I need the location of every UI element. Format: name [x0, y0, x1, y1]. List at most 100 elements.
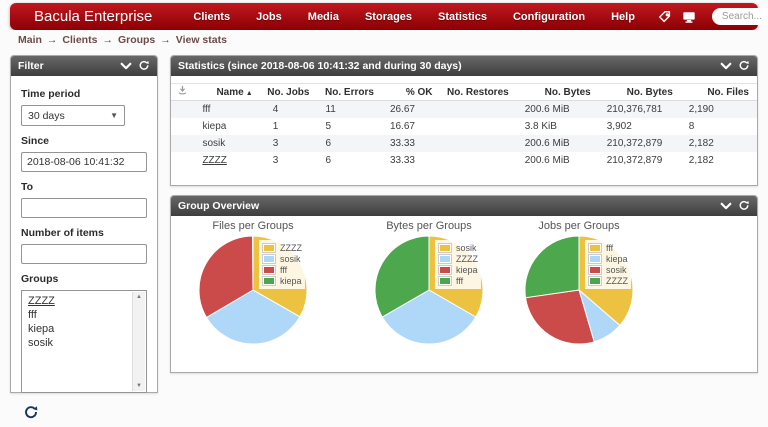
- nav-item-storages[interactable]: Storages: [364, 10, 413, 23]
- groups-option-sosik[interactable]: sosik: [28, 337, 54, 349]
- group-overview-panel-header: Group Overview: [171, 196, 757, 216]
- nav-item-statistics[interactable]: Statistics: [438, 10, 487, 23]
- legend-label: ZZZZ: [606, 276, 628, 286]
- cell-no-bytes-kiepa: 3,902: [606, 120, 632, 132]
- row-icon-cell: [171, 100, 195, 118]
- groups-option-kiepa[interactable]: kiepa: [28, 323, 55, 335]
- legend-color-swatch: [588, 265, 602, 275]
- cell-no-bytes-fff: 200.6 MiB: [516, 100, 599, 118]
- pie-chart-bytes-per-groups: Bytes per Groups sosik ZZZZ kiepa fff: [347, 220, 511, 370]
- pie-slice-sosik: [205, 289, 301, 345]
- legend-label: fff: [456, 276, 464, 286]
- row-icon-cell: [171, 134, 195, 152]
- nav-item-help[interactable]: Help: [611, 10, 635, 23]
- refresh-icon[interactable]: [138, 60, 150, 72]
- chevron-down-icon[interactable]: [120, 60, 132, 72]
- legend-color-swatch: [438, 243, 452, 253]
- nav-item-clients[interactable]: Clients: [193, 10, 231, 23]
- row-icon-cell: [171, 152, 194, 169]
- legend-item-kiepa: kiepa: [588, 254, 628, 264]
- cell-ok-sosik: 33.33: [381, 134, 441, 152]
- column-header-ok[interactable]: % OK: [381, 83, 441, 101]
- group-name-link[interactable]: kiepa: [202, 120, 227, 132]
- to-label: To: [21, 181, 34, 193]
- legend-label: kiepa: [456, 265, 478, 275]
- cell-no-bytes-zzzz: 200.6 MiB: [524, 154, 570, 166]
- number-of-items-input[interactable]: [21, 244, 147, 264]
- scroll-up-icon[interactable]: ▲: [136, 294, 142, 300]
- column-header-no-restores[interactable]: No. Restores: [440, 83, 517, 101]
- breadcrumb-item-main[interactable]: Main: [18, 33, 42, 46]
- column-header-no-files[interactable]: No. Files: [680, 83, 757, 101]
- to-input[interactable]: [21, 198, 147, 218]
- time-period-value: 30 days: [28, 109, 65, 122]
- time-period-select[interactable]: 30 days ▼: [21, 105, 125, 126]
- filter-panel: Filter Time period 30 days ▼ Since To Nu…: [10, 55, 158, 419]
- legend-color-swatch: [262, 254, 276, 264]
- table-row-sosik: sosik 3 6 33.33 200.6 MiB 210,372,879 2,182: [171, 134, 757, 152]
- monitor-icon[interactable]: [682, 10, 696, 24]
- row-icon-cell: [171, 118, 194, 135]
- search-input[interactable]: [711, 8, 768, 25]
- legend-label: ZZZZ: [280, 243, 302, 253]
- legend-item-fff: fff: [438, 276, 478, 286]
- tag-icon[interactable]: [658, 10, 672, 24]
- cell-no-errors-sosik: 6: [317, 134, 382, 152]
- groups-option-fff[interactable]: fff: [28, 309, 37, 321]
- legend-label: ZZZZ: [456, 254, 478, 264]
- column-header-no-jobs[interactable]: No. Jobs: [264, 83, 318, 101]
- refresh-icon[interactable]: [738, 60, 750, 72]
- pie-slice-zzzz: [524, 235, 580, 299]
- brand-logo[interactable]: Bacula Enterprise: [34, 8, 153, 25]
- legend-label: kiepa: [606, 254, 628, 264]
- groups-listbox[interactable]: ▲ ▼ ZZZZ fff kiepa sosik: [21, 290, 147, 393]
- top-navbar: Bacula Enterprise Clients Jobs Media Storag…: [10, 3, 768, 30]
- chevron-down-icon[interactable]: [720, 200, 732, 212]
- scroll-down-icon[interactable]: ▼: [136, 383, 142, 389]
- pie-slice-fff: [198, 235, 254, 319]
- main-menu: Clients Jobs Media Storages Statistics Config…: [180, 3, 648, 30]
- group-name-link[interactable]: sosik: [194, 134, 265, 152]
- legend-color-swatch: [438, 265, 452, 275]
- cell-no-jobs-fff: 4: [264, 100, 318, 118]
- group-name-link[interactable]: fff: [194, 100, 265, 118]
- legend-color-swatch: [438, 276, 452, 286]
- column-header-name[interactable]: Name ▲: [194, 83, 265, 101]
- refresh-icon[interactable]: [738, 200, 750, 212]
- column-header-no-bytes-raw[interactable]: No. Bytes: [598, 83, 681, 101]
- nav-item-configuration[interactable]: Configuration: [512, 10, 586, 23]
- breadcrumb-separator: →: [102, 33, 113, 46]
- cell-no-jobs-sosik: 3: [264, 134, 318, 152]
- cell-no-errors-zzzz: 6: [325, 154, 332, 166]
- breadcrumb-item-view-stats: View stats: [175, 33, 227, 46]
- cell-no-errors-kiepa: 5: [325, 120, 332, 132]
- breadcrumb-item-groups[interactable]: Groups: [117, 33, 156, 46]
- since-input[interactable]: [21, 152, 147, 172]
- group-name-link[interactable]: ZZZZ: [202, 154, 227, 166]
- chevron-down-icon[interactable]: [720, 60, 732, 72]
- nav-item-media[interactable]: Media: [307, 10, 339, 23]
- legend-label: kiepa: [280, 276, 302, 286]
- number-of-items-label: Number of items: [21, 227, 104, 239]
- download-icon[interactable]: [171, 83, 195, 101]
- breadcrumb-item-clients[interactable]: Clients: [62, 33, 98, 46]
- cell-ok-fff: 26.67: [381, 100, 441, 118]
- groups-option-zzzz[interactable]: ZZZZ: [28, 295, 55, 307]
- chart-title: Bytes per Groups: [386, 220, 472, 232]
- cell-no-jobs-zzzz: 3: [272, 154, 279, 166]
- filter-panel-header: Filter: [11, 56, 157, 76]
- legend-label: fff: [280, 265, 288, 275]
- column-header-no-bytes[interactable]: No. Bytes: [516, 83, 599, 101]
- pie-slice-sosik: [524, 289, 595, 345]
- cell-no-bytes-kiepa: 3.8 KiB: [524, 120, 557, 132]
- column-header-no-errors[interactable]: No. Errors: [317, 83, 382, 101]
- cell-no-jobs-kiepa: 1: [272, 120, 279, 132]
- nav-item-jobs[interactable]: Jobs: [256, 10, 282, 23]
- legend-color-swatch: [262, 243, 276, 253]
- listbox-scrollbar[interactable]: ▲ ▼: [132, 292, 145, 391]
- cell-no-restores-sosik: [440, 134, 517, 152]
- sort-asc-icon: ▲: [245, 89, 253, 97]
- table-row-kiepa: kiepa 1 5 16.67 3.8 KiB 3,902 8: [171, 118, 757, 135]
- refresh-button[interactable]: [23, 405, 39, 421]
- legend-item-zzzz: ZZZZ: [588, 276, 628, 286]
